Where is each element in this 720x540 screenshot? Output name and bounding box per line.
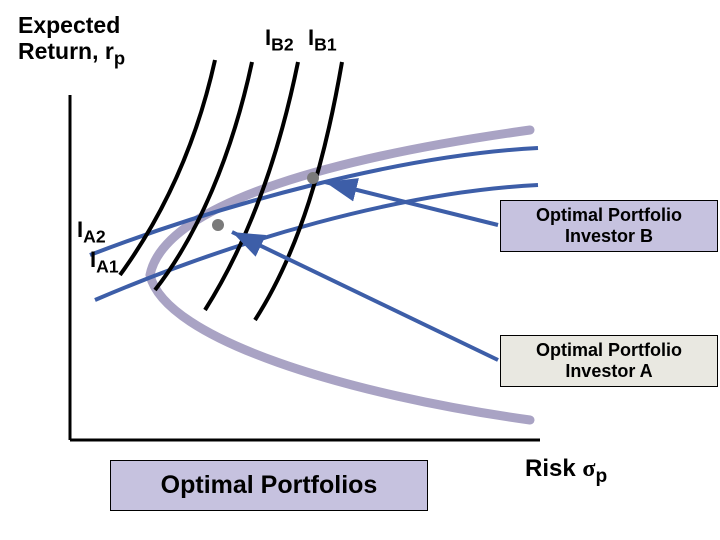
callout-arrow-0 <box>325 182 498 225</box>
tangent-point-0 <box>212 219 224 231</box>
label-IA1-sub2: 1 <box>109 256 119 276</box>
label-IB1-sub2: 1 <box>327 34 337 54</box>
diagram-canvas: Expected Return, rp IB2 IB1 IA2 IA1 Opti… <box>0 0 720 540</box>
label-IA2-sub2: 2 <box>96 226 106 246</box>
x-axis-label-sub: p <box>595 466 607 487</box>
label-IB1-sub1: B <box>314 34 327 54</box>
y-axis-label-line1: Expected <box>18 12 120 38</box>
label-IA2: IA2 <box>77 217 106 247</box>
title-box: Optimal Portfolios <box>110 460 428 511</box>
efficient-frontier <box>150 130 530 420</box>
x-axis-label-text: Risk <box>525 455 582 482</box>
y-axis-label-sub: p <box>114 48 125 69</box>
callout-investor-b: Optimal Portfolio Investor B <box>500 200 718 252</box>
x-axis-label: Risk σp <box>525 455 607 488</box>
y-axis-label: Expected Return, rp <box>18 12 125 69</box>
callout-b-line2: Investor B <box>565 226 653 246</box>
callout-b-line1: Optimal Portfolio <box>536 205 682 225</box>
label-IA2-sub1: A <box>83 226 96 246</box>
tangent-point-1 <box>307 172 319 184</box>
label-IA1: IA1 <box>90 247 119 277</box>
callout-arrow-1 <box>232 232 498 360</box>
title-box-text: Optimal Portfolios <box>161 471 378 499</box>
y-axis-label-line2: Return, r <box>18 38 114 64</box>
x-axis-label-sigma: σ <box>582 456 595 482</box>
callout-investor-a: Optimal Portfolio Investor A <box>500 335 718 387</box>
label-IB2: IB2 <box>265 25 294 55</box>
indiff-curve-blue-0 <box>90 148 538 255</box>
callout-a-line2: Investor A <box>565 361 652 381</box>
label-IB2-sub2: 2 <box>284 34 294 54</box>
label-IB2-sub1: B <box>271 34 284 54</box>
label-IA1-sub1: A <box>96 256 109 276</box>
callout-a-line1: Optimal Portfolio <box>536 340 682 360</box>
label-IB1: IB1 <box>308 25 337 55</box>
